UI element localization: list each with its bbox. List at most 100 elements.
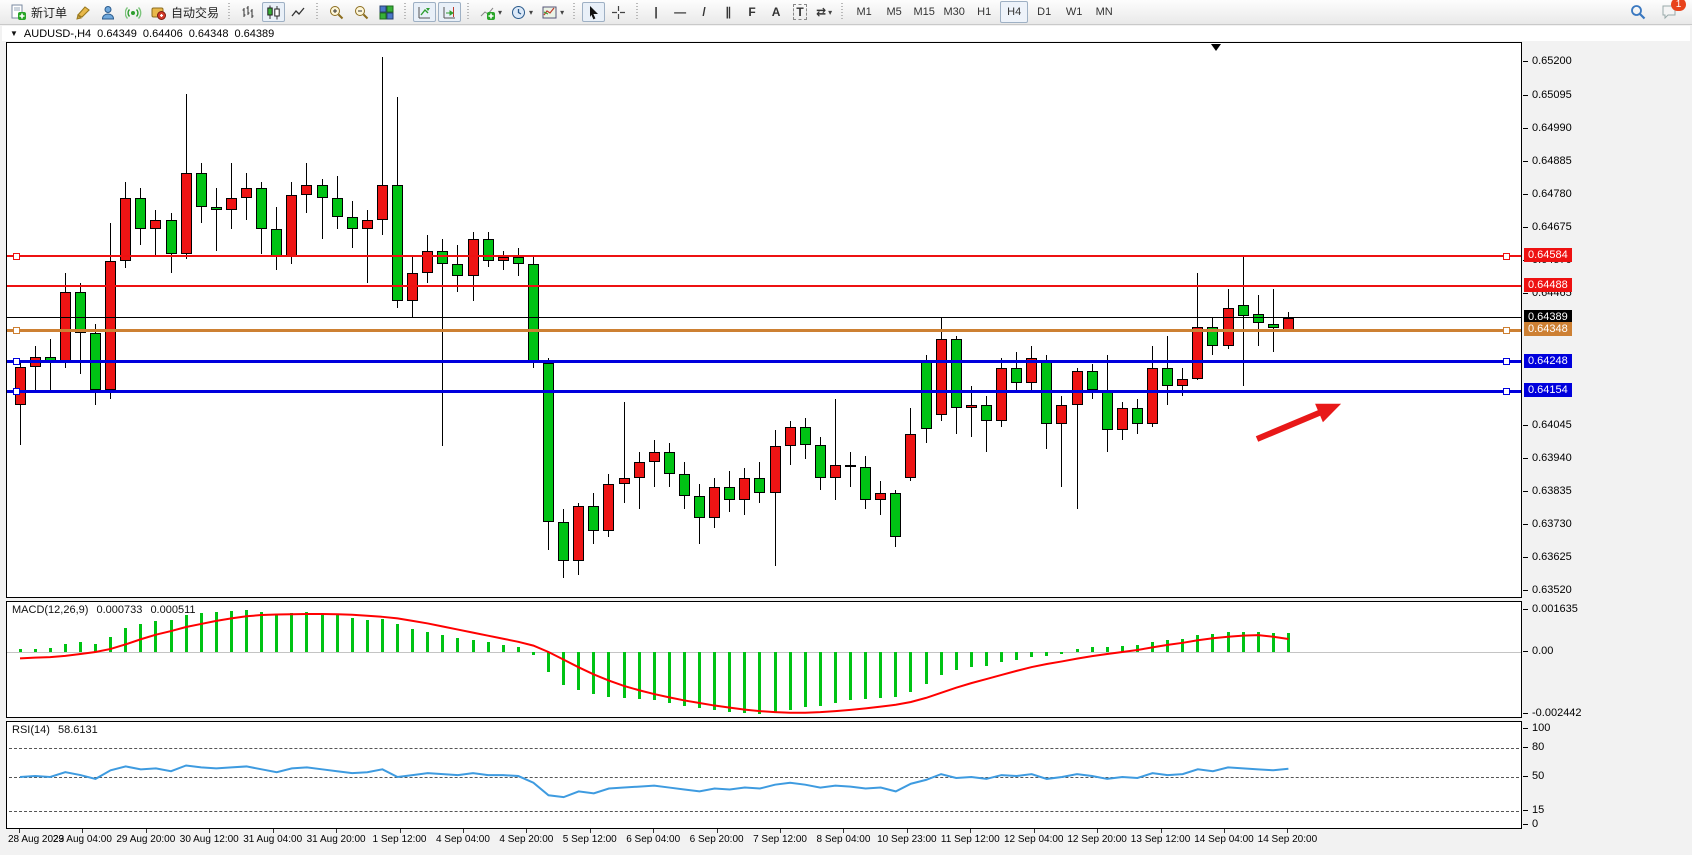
tile-windows-button[interactable] <box>375 2 398 22</box>
macd-histogram-bar <box>909 652 913 692</box>
candle-down <box>210 207 222 211</box>
rsi-axis[interactable]: 100 80 50 15 0 <box>1523 721 1691 830</box>
macd-axis[interactable]: 0.001635 0.00 -0.002442 <box>1523 601 1691 719</box>
axis-tick <box>1523 424 1528 426</box>
hline-handle[interactable] <box>13 387 20 395</box>
equidistant-channel-button[interactable]: ∥ <box>717 2 739 22</box>
auto-scroll-icon <box>418 6 431 18</box>
candle-down <box>543 362 554 522</box>
chat-button[interactable]: 1 <box>1657 0 1686 22</box>
crosshair-button[interactable] <box>607 2 630 22</box>
templates-button[interactable]: ▾ <box>538 2 567 22</box>
arrows-tool-button[interactable]: ⇄ ▾ <box>813 2 835 22</box>
macd-pane[interactable]: MACD(12,26,9) 0.000733 0.000511 <box>6 601 1522 718</box>
toolbar-grip <box>226 3 234 21</box>
line-chart-button[interactable] <box>287 2 310 22</box>
candle-down <box>860 466 872 500</box>
rsi-tick-label: 15 <box>1532 803 1545 816</box>
hline-handle[interactable] <box>13 358 20 366</box>
candle-wick <box>1272 288 1274 352</box>
hline-handle[interactable] <box>13 326 20 334</box>
price-chart-pane[interactable] <box>6 42 1522 598</box>
indicators-dropdown-icon[interactable]: ▾ <box>498 7 503 17</box>
signals-button[interactable] <box>122 2 145 22</box>
templates-dropdown-icon[interactable]: ▾ <box>560 7 565 17</box>
indicators-button[interactable]: ▾ <box>476 2 505 22</box>
new-order-button[interactable]: 新订单 <box>7 2 70 22</box>
hline-0.64348[interactable] <box>7 328 1521 332</box>
styles-palette-button[interactable] <box>72 2 95 22</box>
cursor-button[interactable] <box>582 2 606 22</box>
auto-trading-button[interactable]: 自动交易 <box>147 2 222 22</box>
auto-scroll-button[interactable] <box>413 2 437 22</box>
timeframe-m30-button[interactable]: M30 <box>943 6 965 18</box>
time-label: 30 Aug 12:00 <box>179 834 239 845</box>
profile-button[interactable] <box>97 2 120 22</box>
fibonacci-button[interactable]: F <box>741 2 763 22</box>
timeframe-m15-button[interactable]: M15 <box>913 6 935 18</box>
macd-histogram-bar <box>894 652 898 697</box>
macd-histogram-bar <box>1241 631 1245 652</box>
candle-up <box>497 257 509 261</box>
candle-up <box>1222 307 1234 346</box>
candle-up <box>286 194 298 258</box>
timeframe-w1-button[interactable]: W1 <box>1065 6 1083 18</box>
hline-0.64389[interactable] <box>7 317 1521 319</box>
candle-up <box>965 405 977 409</box>
timeframe-m1-button[interactable]: M1 <box>856 6 872 18</box>
hline-0.64248[interactable] <box>7 360 1521 364</box>
timeframe-h4-button[interactable]: H4 <box>1000 1 1029 23</box>
price-tick-label: 0.63625 <box>1532 550 1572 563</box>
macd-histogram-bar <box>396 623 399 652</box>
periods-dropdown-icon[interactable]: ▾ <box>529 7 534 17</box>
ohlc-low: 0.64348 <box>188 27 229 40</box>
time-tick <box>526 829 528 833</box>
axis-tick <box>1523 94 1528 96</box>
bar-chart-button[interactable] <box>237 2 260 22</box>
rsi-tick-label: 80 <box>1532 741 1545 754</box>
price-axis[interactable]: 0.65200 0.65095 0.64990 0.64885 0.64780 0.646… <box>1523 42 1691 598</box>
toolbar-grip <box>314 3 322 21</box>
hline-handle[interactable] <box>1503 387 1510 395</box>
text-button[interactable]: A <box>765 2 787 22</box>
candle-down <box>1011 367 1023 384</box>
auto-trading-icon <box>151 7 167 20</box>
search-icon <box>1631 5 1646 20</box>
time-axis[interactable]: 28 Aug 2023 29 Aug 04:00 29 Aug 20:00 30 Au… <box>6 829 1522 851</box>
search-button[interactable] <box>1626 2 1650 22</box>
candlestick-chart-button[interactable] <box>262 2 286 22</box>
zoom-out-button[interactable] <box>350 2 373 22</box>
chart-shift-button[interactable] <box>438 2 462 22</box>
time-tick <box>589 829 591 833</box>
hline-0.64584[interactable] <box>7 255 1521 258</box>
horizontal-line-button[interactable]: — <box>669 2 691 22</box>
rsi-pane[interactable]: RSI(14) 58.6131 <box>6 721 1522 829</box>
trend-arrow-annotation[interactable] <box>1249 395 1349 443</box>
hline-handle[interactable] <box>1503 326 1510 334</box>
hline-handle[interactable] <box>1503 252 1510 260</box>
hline-0.64154[interactable] <box>7 389 1521 393</box>
time-label: 11 Sep 12:00 <box>940 834 1000 845</box>
candle-down <box>346 216 358 230</box>
timeframe-m5-button[interactable]: M5 <box>886 6 902 18</box>
timeframe-h1-button[interactable]: H1 <box>977 6 992 18</box>
timeframe-mn-button[interactable]: MN <box>1095 6 1113 18</box>
timeframe-d1-button[interactable]: D1 <box>1037 6 1052 18</box>
text-icon: A <box>771 5 781 19</box>
arrows-dropdown-icon[interactable]: ▾ <box>828 7 833 17</box>
candle-down <box>1131 408 1143 425</box>
chart-menu-icon[interactable]: ▼ <box>10 29 18 38</box>
macd-histogram-bar <box>1226 632 1230 652</box>
hline-handle[interactable] <box>1503 358 1510 366</box>
macd-histogram-bar <box>456 637 460 652</box>
periods-button[interactable]: ▾ <box>507 2 536 22</box>
candle-up <box>361 219 373 230</box>
vertical-line-button[interactable]: | <box>645 2 667 22</box>
zoom-in-button[interactable] <box>325 2 348 22</box>
trendline-button[interactable]: / <box>693 2 715 22</box>
hline-0.64488[interactable] <box>7 285 1521 288</box>
text-label-button[interactable]: T <box>789 2 811 22</box>
hline-handle[interactable] <box>13 252 20 260</box>
time-label: 1 Sep 12:00 <box>372 834 427 845</box>
time-tick <box>1223 829 1225 833</box>
